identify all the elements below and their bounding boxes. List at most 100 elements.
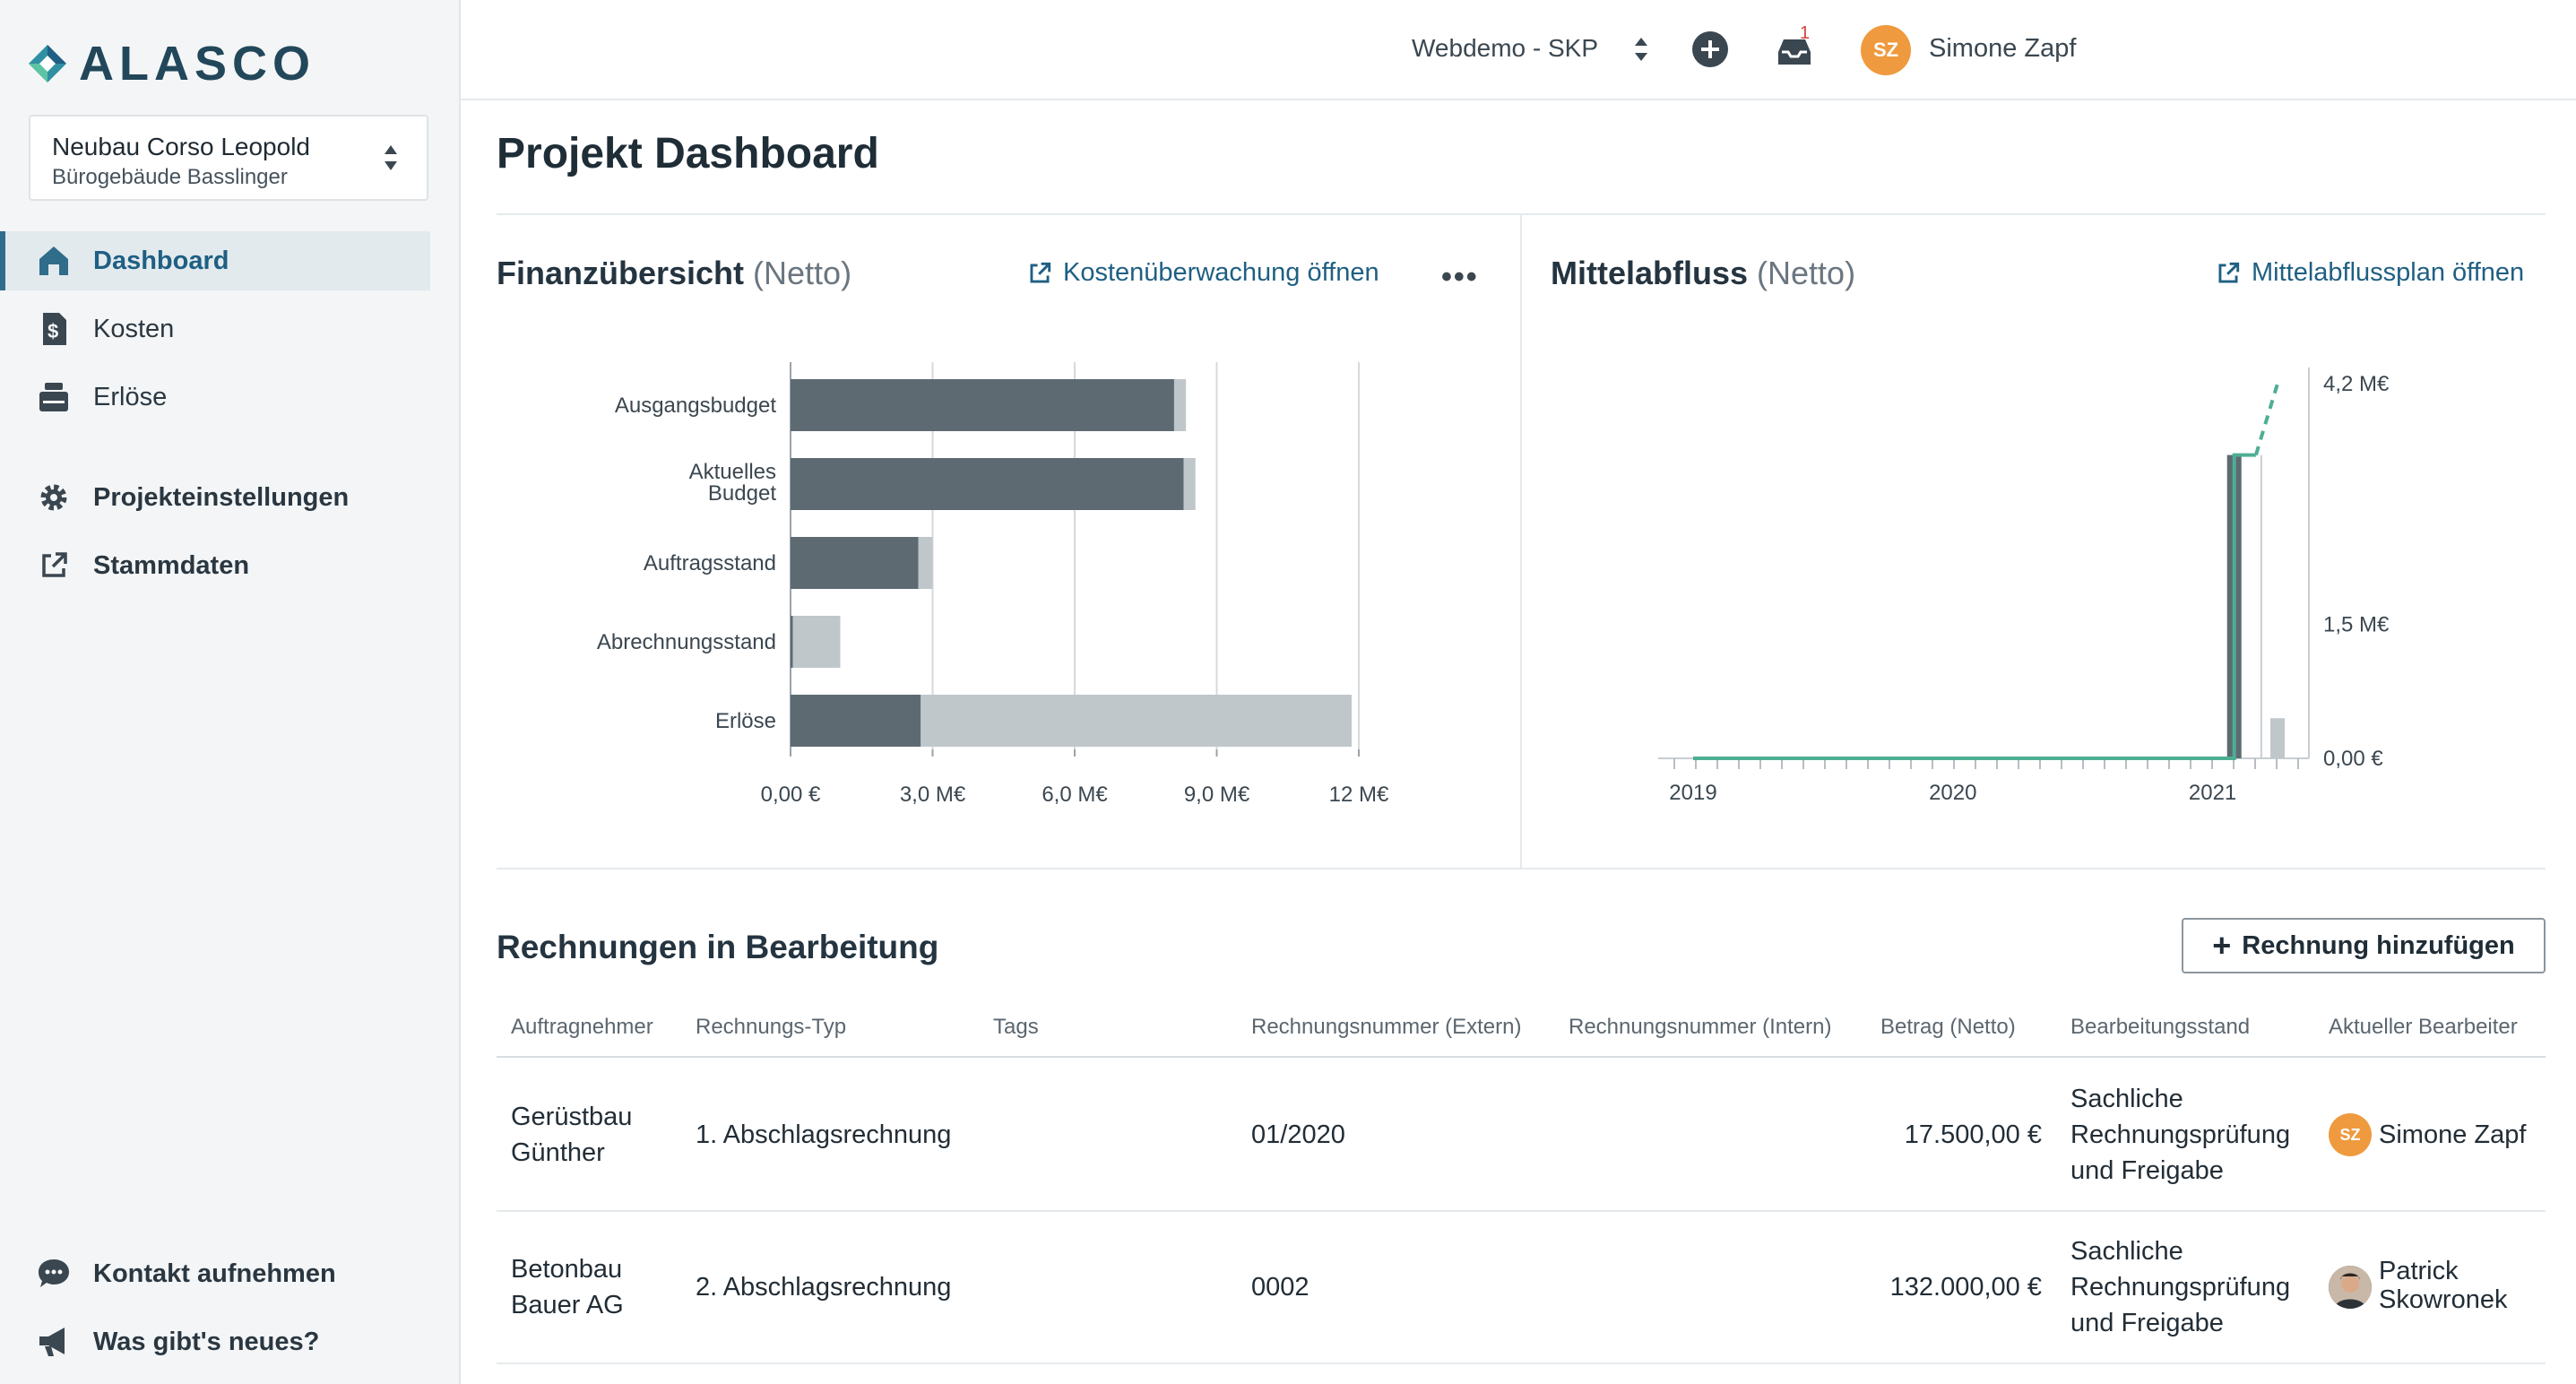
cashflow-plan-link[interactable]: Mittelabflussplan öffnen [2216, 258, 2524, 288]
column-header[interactable]: Rechnungsnummer (Intern) [1569, 1015, 1832, 1039]
column-header[interactable]: Rechnungsnummer (Extern) [1251, 1015, 1522, 1039]
sidebar-item-kosten[interactable]: $ Kosten [0, 299, 430, 359]
sidebar-item-dashboard[interactable]: Dashboard [0, 231, 430, 290]
x-tick-label: 2019 [1669, 781, 1716, 805]
y-tick-label: Erlöse [715, 709, 776, 733]
sidebar-item-kontakt[interactable]: Kontakt aufnehmen [0, 1244, 430, 1303]
y-tick-label: Aktuelles [689, 460, 776, 484]
plus-icon: + [2212, 927, 2232, 964]
finance-title: Finanzübersicht (Netto) [497, 255, 852, 291]
y-tick-label: Budget [708, 481, 776, 506]
divider [497, 868, 2546, 869]
home-icon [36, 243, 72, 279]
bar-segment [791, 379, 1174, 431]
cost-icon: $ [36, 311, 72, 347]
external-link-icon [2218, 262, 2240, 282]
editor-avatar: SZ [2329, 1113, 2372, 1156]
table-header-divider [497, 1056, 2546, 1058]
x-tick-label: 3,0 M€ [900, 783, 966, 807]
alasco-logo[interactable]: ALASCO [27, 36, 316, 91]
external-number-cell: 0002 [1251, 1273, 1310, 1302]
project-subtitle: Bürogebäude Basslinger [52, 165, 288, 189]
sidebar: ALASCO Neubau Corso Leopold Bürogebäude … [0, 0, 461, 1384]
y-tick-label: 0,00 € [2323, 747, 2383, 771]
editor-name: Simone Zapf [2379, 1120, 2527, 1149]
divider-vertical [1520, 215, 1522, 868]
add-invoice-button[interactable]: + Rechnung hinzufügen [2182, 918, 2546, 973]
y-tick-label: 4,2 M€ [2323, 372, 2390, 396]
sidebar-item-label: Projekteinstellungen [93, 482, 350, 512]
cash-register-icon [36, 379, 72, 415]
x-tick-label: 9,0 M€ [1184, 783, 1250, 807]
invoice-type-cell: 1. Abschlagsrechnung [696, 1120, 952, 1149]
top-bar [461, 0, 2576, 100]
column-header[interactable]: Auftragnehmer [511, 1015, 653, 1039]
column-header[interactable]: Bearbeitungsstand [2070, 1015, 2251, 1039]
sidebar-item-label: Stammdaten [93, 550, 250, 580]
page-title: Projekt Dashboard [497, 130, 879, 177]
y-tick-label: Abrechnungsstand [597, 630, 776, 654]
sidebar-item-stammdaten[interactable]: Stammdaten [0, 536, 430, 595]
bar-segment [791, 695, 921, 747]
column-header[interactable]: Rechnungs-Typ [696, 1015, 847, 1039]
contractor-cell: Betonbau Bauer AG [511, 1255, 624, 1319]
forecast-line [2253, 383, 2279, 456]
status-cell: Sachliche Rechnungsprüfung und Freigabe [2070, 1237, 2291, 1337]
divider [497, 213, 2546, 215]
gear-icon [36, 480, 72, 515]
megaphone-icon [36, 1324, 72, 1360]
workspace-selector[interactable]: Webdemo - SKP [1412, 34, 1599, 62]
editor-avatar-photo [2329, 1266, 2372, 1309]
bar-segment [1183, 458, 1196, 510]
x-tick-label: 0,00 € [761, 783, 821, 807]
bar-segment [791, 458, 1184, 510]
invoice-type-cell: 2. Abschlagsrechnung [696, 1273, 952, 1302]
add-icon[interactable] [1692, 31, 1728, 67]
svg-text:$: $ [48, 320, 58, 342]
bar-segment [918, 537, 933, 589]
more-options-icon[interactable]: ••• [1441, 260, 1479, 294]
user-avatar[interactable]: SZ [1861, 25, 1911, 75]
project-selector[interactable]: Neubau Corso Leopold Bürogebäude Basslin… [29, 115, 428, 201]
sidebar-item-erloese[interactable]: Erlöse [0, 368, 430, 427]
x-tick-label: 2020 [1929, 781, 1976, 805]
workspace-sort-icon[interactable] [1633, 36, 1649, 63]
actual-line [1692, 453, 2256, 760]
x-tick-label: 12 M€ [1329, 783, 1389, 807]
column-header[interactable]: Betrag (Netto) [1880, 1015, 2016, 1039]
inbox-notification-icon[interactable] [1775, 30, 1814, 70]
contractor-cell: Gerüstbau Günther [511, 1103, 633, 1167]
project-name: Neubau Corso Leopold [52, 133, 310, 160]
y-tick-label: Ausgangsbudget [615, 394, 776, 418]
y-tick-label: Auftragsstand [644, 551, 776, 575]
cost-monitoring-link[interactable]: Kostenüberwachung öffnen [1027, 258, 1379, 288]
chat-icon [36, 1256, 72, 1292]
sidebar-item-label: Was gibt's neues? [93, 1327, 320, 1356]
cashflow-bar [2270, 718, 2286, 758]
bar-segment [792, 616, 841, 668]
sidebar-item-projekteinstellungen[interactable]: Projekteinstellungen [0, 468, 430, 527]
brand-name: ALASCO [79, 37, 316, 91]
sidebar-item-label: Erlöse [93, 382, 168, 411]
bar-segment [791, 537, 919, 589]
sidebar-item-neuigkeiten[interactable]: Was gibt's neues? [0, 1312, 430, 1371]
amount-cell: 17.500,00 € [1904, 1120, 2042, 1149]
amount-cell: 132.000,00 € [1889, 1273, 2042, 1302]
x-tick-label: 2021 [2189, 781, 2236, 805]
user-name[interactable]: Simone Zapf [1929, 34, 2077, 63]
y-tick-label: 1,5 M€ [2323, 613, 2390, 637]
bar-segment [921, 695, 1353, 747]
add-invoice-label: Rechnung hinzufügen [2242, 930, 2515, 960]
editor-name: Patrick Skowronek [2379, 1257, 2508, 1314]
invoices-title: Rechnungen in Bearbeitung [497, 929, 939, 965]
column-header[interactable]: Tags [993, 1015, 1039, 1039]
status-cell: Sachliche Rechnungsprüfung und Freigabe [2070, 1085, 2291, 1185]
external-link-icon [36, 548, 72, 584]
sidebar-item-label: Kontakt aufnehmen [93, 1259, 336, 1288]
column-header[interactable]: Aktueller Bearbeiter [2329, 1015, 2518, 1039]
row-divider [497, 1210, 2546, 1212]
external-link-icon [1030, 262, 1051, 282]
sidebar-item-label: Dashboard [93, 246, 229, 275]
bar-segment [791, 616, 793, 668]
alasco-logo-icon [29, 45, 66, 82]
